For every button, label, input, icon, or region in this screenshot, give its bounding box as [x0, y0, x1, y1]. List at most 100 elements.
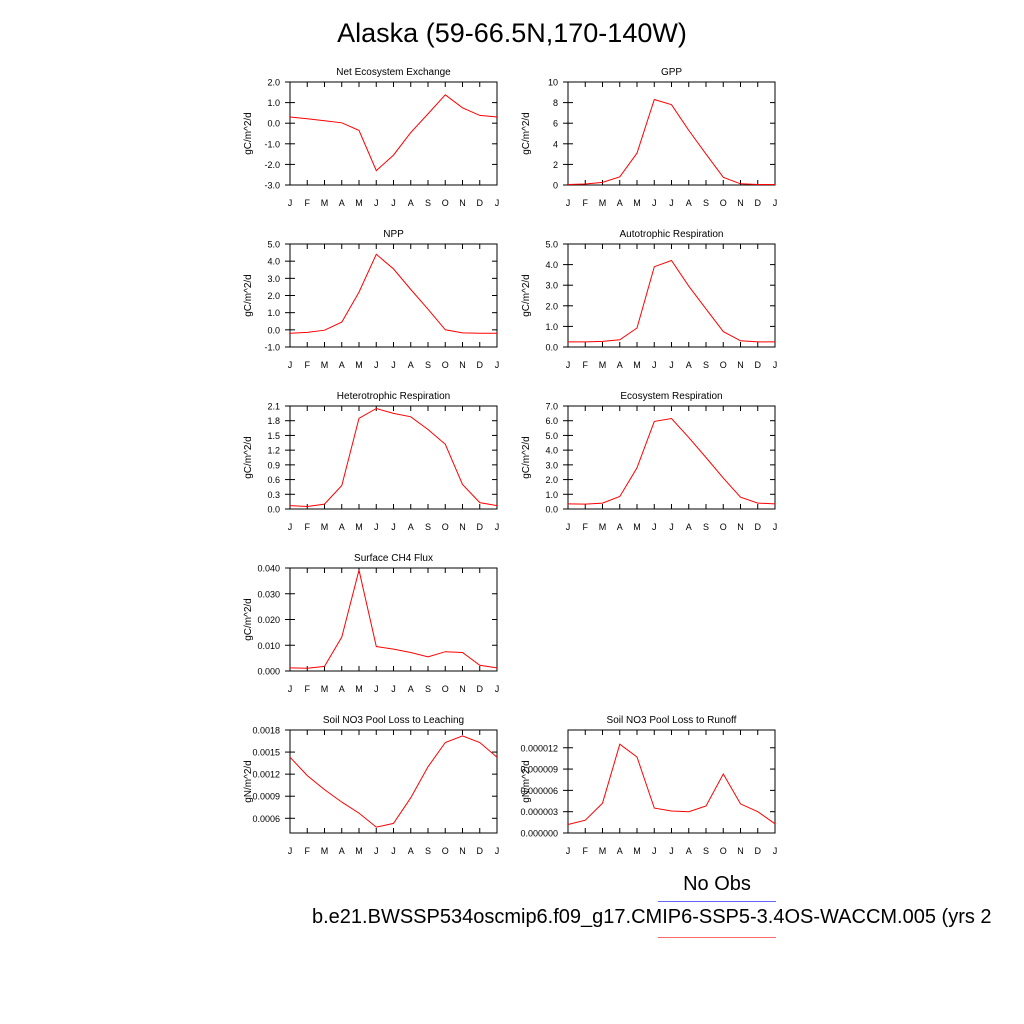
x-tick-label: A: [408, 198, 414, 208]
y-tick-label: 0.000012: [520, 743, 558, 753]
y-tick-label: 2.1: [267, 402, 280, 412]
y-tick-label: 0: [553, 181, 558, 191]
y-tick-label: 0.6: [267, 475, 280, 485]
y-tick-label: 2.0: [545, 301, 558, 311]
x-tick-label: J: [669, 522, 674, 532]
series-line: [567, 98, 775, 185]
chart-title: Heterotrophic Respiration: [337, 391, 450, 402]
y-tick-label: 3.0: [545, 281, 558, 291]
series-line: [289, 407, 498, 508]
x-tick-label: J: [374, 846, 379, 856]
y-tick-label: 0.030: [257, 589, 280, 599]
x-tick-label: M: [321, 360, 329, 370]
y-tick-label: 1.5: [267, 431, 280, 441]
y-tick-label: 6.0: [545, 416, 558, 426]
y-tick-label: 2.0: [545, 475, 558, 485]
y-tick-label: 4: [553, 139, 558, 149]
x-tick-label: A: [339, 522, 345, 532]
y-tick-label: 0.000006: [520, 786, 558, 796]
chart-title: Autotrophic Respiration: [620, 229, 724, 240]
y-tick-label: 0.0009: [252, 792, 280, 802]
x-tick-label: S: [425, 684, 431, 694]
plot-frame: [289, 81, 498, 186]
y-axis-label: gC/m^2/d: [521, 436, 532, 479]
y-tick-label: 5.0: [545, 431, 558, 441]
x-tick-label: J: [566, 360, 571, 370]
chart-title: NPP: [383, 229, 404, 240]
x-tick-label: J: [773, 522, 778, 532]
y-tick-label: 1.0: [545, 322, 558, 332]
x-tick-label: M: [321, 846, 329, 856]
legend-obs-line: [658, 901, 776, 902]
plot-frame: [289, 243, 498, 348]
x-tick-label: D: [477, 360, 484, 370]
y-tick-label: 0.000: [257, 667, 280, 677]
x-tick-label: D: [755, 846, 762, 856]
x-tick-label: A: [686, 360, 692, 370]
x-tick-label: O: [442, 522, 449, 532]
x-tick-label: D: [477, 522, 484, 532]
y-tick-label: 5.0: [545, 240, 558, 250]
x-tick-label: J: [566, 522, 571, 532]
x-tick-label: M: [321, 684, 329, 694]
x-tick-label: M: [355, 522, 363, 532]
legend-case-label: b.e21.BWSSP534oscmip6.f09_g17.CMIP6-SSP5…: [312, 906, 992, 928]
x-tick-label: F: [583, 198, 589, 208]
x-tick-label: N: [737, 846, 744, 856]
x-tick-label: F: [583, 522, 589, 532]
x-tick-label: J: [495, 846, 500, 856]
y-axis-label: gC/m^2/d: [243, 274, 254, 317]
y-tick-label: 0.0006: [252, 814, 280, 824]
x-tick-label: N: [737, 522, 744, 532]
x-tick-label: S: [425, 846, 431, 856]
x-tick-label: D: [477, 846, 484, 856]
x-tick-label: J: [288, 360, 293, 370]
x-tick-label: J: [566, 846, 571, 856]
y-tick-label: 1.0: [267, 98, 280, 108]
chart-title: Soil NO3 Pool Loss to Leaching: [323, 715, 464, 726]
x-tick-label: J: [773, 198, 778, 208]
y-tick-label: 0.020: [257, 615, 280, 625]
x-tick-label: N: [737, 360, 744, 370]
x-tick-label: J: [652, 522, 657, 532]
x-tick-label: A: [686, 846, 692, 856]
x-tick-label: S: [703, 198, 709, 208]
y-tick-label: 4.0: [545, 260, 558, 270]
y-tick-label: 0.000009: [520, 765, 558, 775]
x-tick-label: F: [305, 198, 311, 208]
chart-title: Net Ecosystem Exchange: [336, 67, 451, 78]
x-tick-label: J: [669, 198, 674, 208]
x-tick-label: J: [288, 522, 293, 532]
y-tick-label: 0.0: [267, 505, 280, 515]
x-tick-label: M: [355, 360, 363, 370]
x-tick-label: N: [459, 360, 466, 370]
y-tick-label: -3.0: [264, 181, 280, 191]
x-tick-label: O: [442, 360, 449, 370]
x-tick-label: D: [755, 360, 762, 370]
plot-frame: [567, 243, 776, 348]
y-tick-label: 1.2: [267, 446, 280, 456]
series-line: [289, 735, 498, 828]
x-tick-label: M: [355, 846, 363, 856]
x-tick-label: M: [633, 198, 641, 208]
x-tick-label: J: [374, 198, 379, 208]
x-tick-label: D: [755, 198, 762, 208]
x-tick-label: A: [617, 198, 623, 208]
y-tick-label: 2.0: [267, 78, 280, 88]
x-tick-label: J: [391, 522, 396, 532]
x-tick-label: F: [305, 684, 311, 694]
x-tick-label: J: [288, 684, 293, 694]
y-tick-label: 2.0: [267, 291, 280, 301]
series-line: [289, 569, 498, 669]
y-tick-label: 0.010: [257, 641, 280, 651]
y-tick-label: 1.8: [267, 416, 280, 426]
y-tick-label: 0.0: [545, 343, 558, 353]
x-tick-label: J: [374, 360, 379, 370]
y-tick-label: 10: [548, 78, 558, 88]
y-tick-label: 7.0: [545, 402, 558, 412]
x-tick-label: J: [495, 684, 500, 694]
x-tick-label: N: [459, 198, 466, 208]
